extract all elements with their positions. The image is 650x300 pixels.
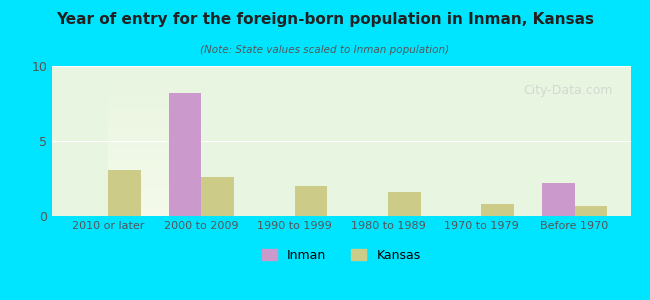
Bar: [202, 177, 234, 216]
Bar: [168, 93, 202, 216]
Bar: [575, 206, 607, 216]
Bar: [481, 204, 514, 216]
Bar: [388, 192, 421, 216]
Bar: [542, 183, 575, 216]
Bar: [108, 169, 140, 216]
Text: (Note: State values scaled to Inman population): (Note: State values scaled to Inman popu…: [200, 45, 450, 55]
Legend: Inman, Kansas: Inman, Kansas: [257, 244, 426, 267]
Bar: [294, 186, 327, 216]
Text: City-Data.com: City-Data.com: [524, 84, 613, 97]
Text: Year of entry for the foreign-born population in Inman, Kansas: Year of entry for the foreign-born popul…: [56, 12, 594, 27]
